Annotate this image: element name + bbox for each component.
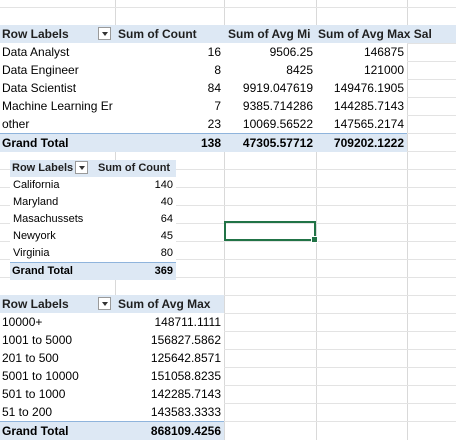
table-row[interactable]: 201 to 500 125642.8571 xyxy=(0,349,224,367)
table-row[interactable]: 51 to 200 143583.3333 xyxy=(0,403,224,421)
table-row[interactable]: Maryland 40 xyxy=(10,194,176,211)
table-row[interactable]: California 140 xyxy=(10,177,176,194)
sum-of-avg-max-header[interactable]: Sum of Avg Max xyxy=(115,295,224,313)
row-label: Data Scientist xyxy=(0,79,115,97)
table-row[interactable]: 501 to 1000 142285.7143 xyxy=(0,385,224,403)
grand-total-row[interactable]: Grand Total 138 47305.57712 709202.1222 xyxy=(0,133,407,152)
pivot-header-row: Row Labels Sum of Avg Max xyxy=(0,295,224,314)
table-row[interactable]: 10000+ 148711.1111 xyxy=(0,313,224,331)
grand-total-label: Grand Total xyxy=(0,134,115,152)
row-label: 10000+ xyxy=(0,313,115,331)
row-label: Machine Learning Er xyxy=(0,97,115,115)
avg-max-value: 125642.8571 xyxy=(115,349,224,367)
row-labels-text: Row Labels xyxy=(2,297,69,311)
grand-total-label: Grand Total xyxy=(10,263,95,280)
row-labels-text: Row Labels xyxy=(2,27,69,41)
row-label: 1001 to 5000 xyxy=(0,331,115,349)
row-labels-text: Row Labels xyxy=(12,162,74,174)
avg-max-value: 156827.5862 xyxy=(115,331,224,349)
grand-total-row[interactable]: Grand Total 868109.4256 xyxy=(0,421,224,440)
sum-of-avg-max-header[interactable]: Sum of Avg Max Sal xyxy=(316,25,456,43)
grand-total-count: 369 xyxy=(95,263,176,280)
count-value: 7 xyxy=(115,97,224,115)
row-label: 5001 to 10000 xyxy=(0,367,115,385)
avg-min-value: 10069.56522 xyxy=(224,115,316,133)
table-row[interactable]: Machine Learning Er 7 9385.714286 144285… xyxy=(0,97,407,115)
count-value: 16 xyxy=(115,43,224,61)
pivot-table-company-size[interactable]: Row Labels Sum of Avg Max 10000+ 148711.… xyxy=(0,295,224,440)
pivot-header-row: Row Labels Sum of Count Sum of Avg Mi Su… xyxy=(0,25,456,44)
row-label: Maryland xyxy=(10,194,95,211)
row-label: Masachussets xyxy=(10,211,95,228)
row-label: Data Analyst xyxy=(0,43,115,61)
row-label: 51 to 200 xyxy=(0,403,115,421)
avg-max-value: 143583.3333 xyxy=(115,403,224,421)
table-row[interactable]: Virginia 80 xyxy=(10,245,176,262)
table-row[interactable]: 1001 to 5000 156827.5862 xyxy=(0,331,224,349)
sum-of-count-header[interactable]: Sum of Count xyxy=(95,160,176,177)
grand-total-count: 138 xyxy=(115,134,224,152)
table-row[interactable]: Data Analyst 16 9506.25 146875 xyxy=(0,43,407,61)
avg-max-value: 148711.1111 xyxy=(115,313,224,331)
count-value: 80 xyxy=(95,245,176,262)
chevron-down-icon[interactable] xyxy=(75,160,89,174)
row-labels-header[interactable]: Row Labels xyxy=(10,160,95,177)
row-labels-header[interactable]: Row Labels xyxy=(0,295,115,313)
count-value: 8 xyxy=(115,61,224,79)
grand-total-label: Grand Total xyxy=(0,422,115,440)
filter-dropdown[interactable] xyxy=(96,25,115,43)
row-label: 501 to 1000 xyxy=(0,385,115,403)
avg-min-value: 9385.714286 xyxy=(224,97,316,115)
table-row[interactable]: 5001 to 10000 151058.8235 xyxy=(0,367,224,385)
row-label: other xyxy=(0,115,115,133)
row-label: Data Engineer xyxy=(0,61,115,79)
table-row[interactable]: Newyork 45 xyxy=(10,228,176,245)
avg-max-value: 147565.2174 xyxy=(316,115,407,133)
filter-dropdown[interactable] xyxy=(96,295,115,313)
table-row[interactable]: Masachussets 64 xyxy=(10,211,176,228)
grand-total-avg-min: 47305.57712 xyxy=(224,134,316,152)
grand-total-row[interactable]: Grand Total 369 xyxy=(10,262,176,280)
avg-max-value: 151058.8235 xyxy=(115,367,224,385)
table-row[interactable]: other 23 10069.56522 147565.2174 xyxy=(0,115,407,133)
row-label: Virginia xyxy=(10,245,95,262)
avg-max-value: 149476.1905 xyxy=(316,79,407,97)
sum-of-avg-min-header[interactable]: Sum of Avg Mi xyxy=(224,25,316,43)
grand-total-avg-max: 868109.4256 xyxy=(115,422,224,440)
count-value: 45 xyxy=(95,228,176,245)
count-value: 23 xyxy=(115,115,224,133)
avg-max-value: 144285.7143 xyxy=(316,97,407,115)
table-row[interactable]: Data Engineer 8 8425 121000 xyxy=(0,61,407,79)
avg-min-value: 9919.047619 xyxy=(224,79,316,97)
avg-max-value: 142285.7143 xyxy=(115,385,224,403)
count-value: 140 xyxy=(95,177,176,194)
chevron-down-icon[interactable] xyxy=(98,27,111,41)
avg-max-value: 121000 xyxy=(316,61,407,79)
grand-total-avg-max: 709202.1222 xyxy=(316,134,407,152)
active-cell-selection[interactable] xyxy=(224,221,318,243)
count-value: 40 xyxy=(95,194,176,211)
avg-max-value: 146875 xyxy=(316,43,407,61)
row-label: California xyxy=(10,177,95,194)
count-value: 64 xyxy=(95,211,176,228)
sum-of-count-header[interactable]: Sum of Count xyxy=(115,25,224,43)
row-labels-header[interactable]: Row Labels xyxy=(0,25,115,43)
table-row[interactable]: Data Scientist 84 9919.047619 149476.190… xyxy=(0,79,407,97)
row-label: Newyork xyxy=(10,228,95,245)
avg-min-value: 9506.25 xyxy=(224,43,316,61)
chevron-down-icon[interactable] xyxy=(98,297,111,311)
pivot-header-row: Row Labels Sum of Count xyxy=(10,160,176,178)
pivot-table-states[interactable]: Row Labels Sum of Count California 140 M… xyxy=(10,160,176,280)
avg-min-value: 8425 xyxy=(224,61,316,79)
pivot-table-roles[interactable]: Row Labels Sum of Count Sum of Avg Mi Su… xyxy=(0,25,456,152)
row-label: 201 to 500 xyxy=(0,349,115,367)
count-value: 84 xyxy=(115,79,224,97)
